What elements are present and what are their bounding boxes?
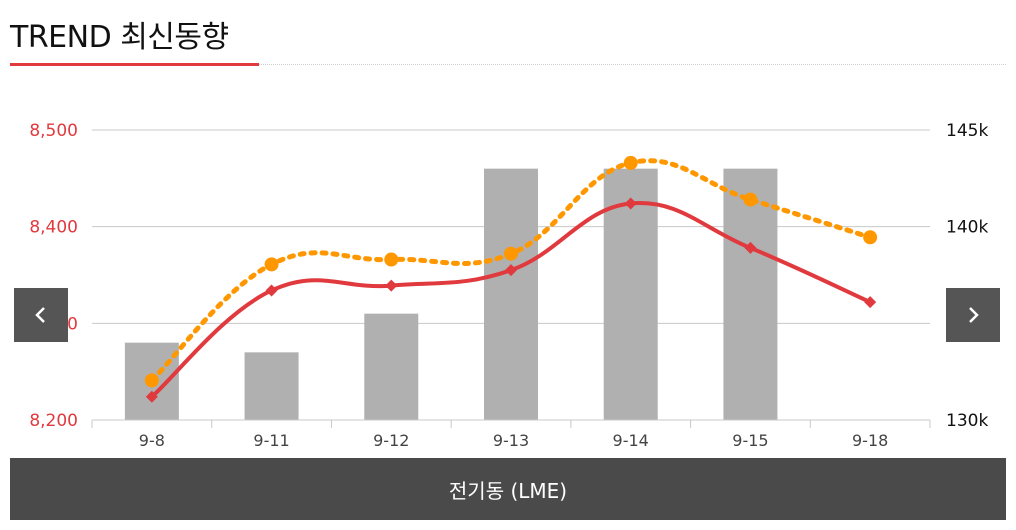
page-title: TREND 최신동향 bbox=[10, 20, 229, 55]
x-tick-label: 9-11 bbox=[253, 431, 289, 450]
title-underline-accent bbox=[10, 63, 259, 66]
footer-bar: 전기동 (LME) bbox=[10, 458, 1006, 520]
x-tick-label: 9-14 bbox=[613, 431, 649, 450]
bar bbox=[723, 168, 778, 420]
series-point bbox=[385, 279, 398, 292]
series-point bbox=[623, 155, 638, 170]
bar bbox=[484, 168, 538, 420]
chevron-right-icon bbox=[969, 307, 979, 323]
series-point bbox=[384, 252, 399, 267]
bar bbox=[603, 168, 658, 420]
left-tick-label: 8,400 bbox=[29, 218, 78, 238]
series-point bbox=[505, 264, 517, 277]
trend-chart: 9-89-119-129-139-149-159-188,5008,4008,3… bbox=[29, 121, 988, 450]
right-tick-label: 145k bbox=[946, 121, 988, 141]
series-point bbox=[264, 257, 279, 272]
series-point bbox=[265, 284, 278, 297]
series-point bbox=[744, 241, 757, 254]
prev-button[interactable] bbox=[14, 288, 68, 342]
left-tick-label: 8,200 bbox=[29, 411, 78, 431]
x-tick-label: 9-13 bbox=[493, 431, 529, 450]
bar bbox=[244, 352, 299, 420]
title-underline-divider bbox=[259, 64, 1006, 65]
x-tick-label: 9-8 bbox=[139, 431, 165, 450]
right-tick-label: 140k bbox=[946, 218, 988, 238]
series-point bbox=[864, 296, 877, 309]
right-tick-label: 130k bbox=[946, 411, 988, 431]
left-tick-label: 8,500 bbox=[29, 121, 78, 141]
x-tick-label: 9-12 bbox=[373, 431, 409, 450]
series-point bbox=[504, 246, 518, 261]
series-point bbox=[863, 230, 878, 245]
series-point bbox=[144, 373, 159, 388]
x-tick-label: 9-18 bbox=[852, 431, 888, 450]
x-tick-label: 9-15 bbox=[732, 431, 768, 450]
series-point bbox=[624, 197, 637, 210]
bar bbox=[364, 313, 419, 420]
series-point bbox=[145, 390, 158, 403]
series-point bbox=[743, 192, 758, 207]
chevron-left-icon bbox=[35, 307, 45, 323]
next-button[interactable] bbox=[946, 288, 1000, 342]
commodity-label: 전기동 (LME) bbox=[448, 478, 568, 503]
